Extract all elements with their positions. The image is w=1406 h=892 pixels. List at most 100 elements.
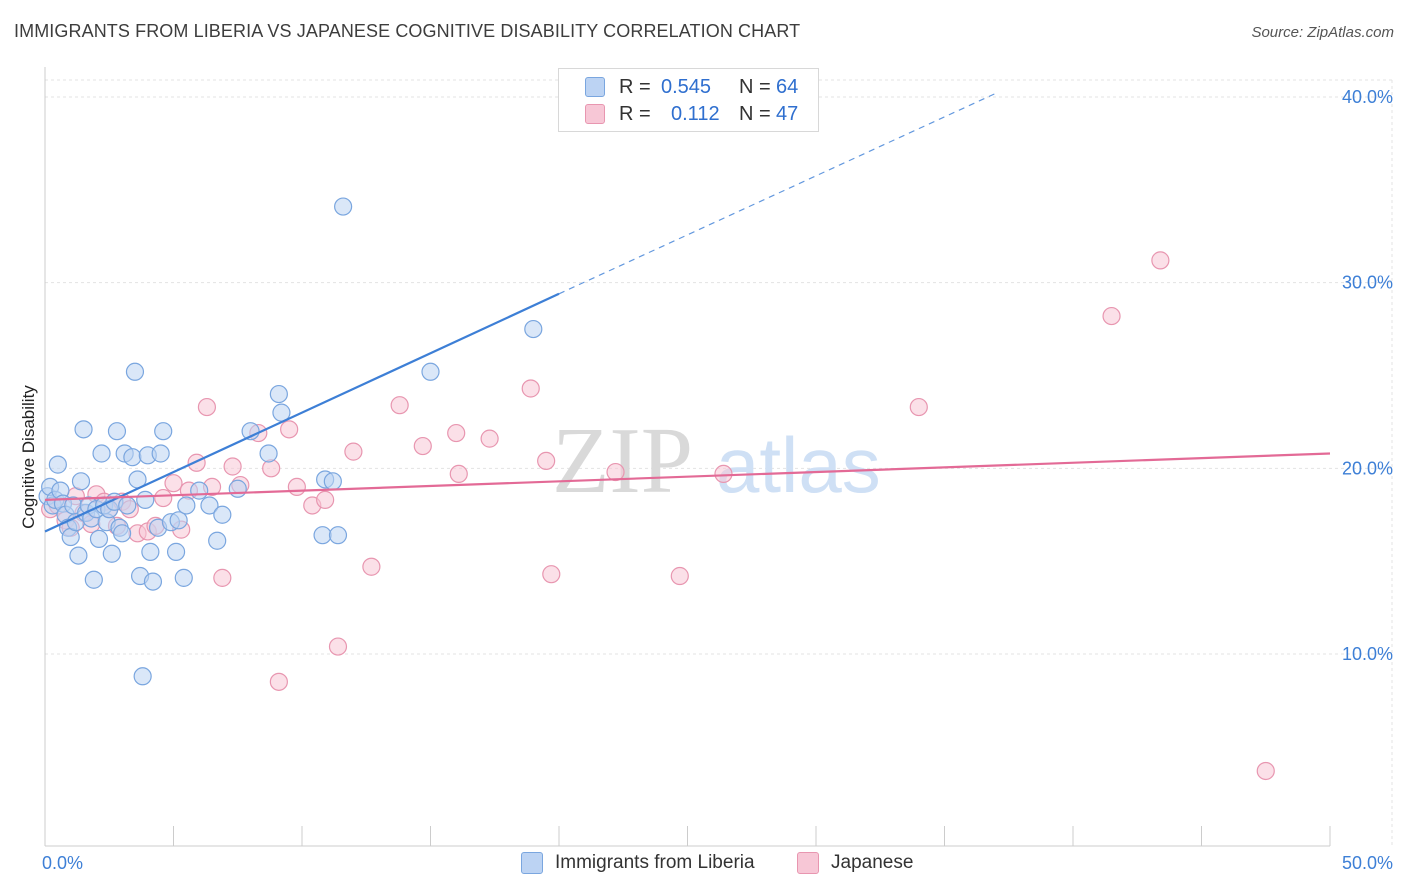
y-tick-label: 30.0% <box>1342 273 1393 293</box>
y-tick-label: 10.0% <box>1342 644 1393 664</box>
japanese-point <box>449 464 468 484</box>
liberia-point <box>421 362 440 381</box>
legend-row-liberia: R = 0.545 N = 64 <box>585 75 798 99</box>
japanese-point <box>670 566 689 586</box>
japanese-point <box>1102 306 1121 326</box>
liberia-point <box>136 490 155 509</box>
axes <box>44 67 1331 847</box>
liberia-point <box>133 667 152 686</box>
japanese-point <box>413 436 432 456</box>
liberia-point <box>125 362 145 381</box>
liberia-point <box>177 496 196 515</box>
liberia-point <box>102 544 121 563</box>
legend-row-japanese: R = 0.112 N = 47 <box>585 102 798 126</box>
japanese-point <box>269 672 288 691</box>
japanese-point <box>280 420 299 439</box>
liberia-point <box>166 542 186 561</box>
japanese-point <box>262 459 281 478</box>
japanese-point <box>164 474 183 493</box>
liberia-point <box>328 526 348 545</box>
legend-n-label: N = <box>739 75 771 98</box>
legend-swatch-blue <box>521 852 543 874</box>
watermark: ZIP atlas <box>552 409 881 513</box>
japanese-point <box>606 462 625 482</box>
liberia-point <box>259 444 278 463</box>
liberia-point <box>213 505 232 524</box>
legend-item-liberia: Immigrants from Liberia <box>521 852 755 874</box>
liberia-point <box>48 455 67 474</box>
legend-swatch-pink <box>797 852 819 874</box>
japanese-point <box>154 488 173 508</box>
liberia-point <box>524 319 543 339</box>
liberia-point <box>112 524 132 543</box>
liberia-point <box>269 384 288 404</box>
series-legend: Immigrants from Liberia Japanese <box>0 852 1406 878</box>
axis-labels: 10.0% 20.0% 30.0% 40.0% 0.0% 50.0% Cognitive D… <box>19 87 1393 873</box>
japanese-point <box>344 442 363 461</box>
liberia-point <box>74 420 93 439</box>
japanese-point <box>1151 251 1170 270</box>
legend-r-value: 0.545 <box>661 75 712 98</box>
series-liberia-points <box>38 197 543 686</box>
liberia-point <box>89 529 109 548</box>
japanese-point <box>542 565 561 584</box>
correlation-legend: R = 0.545 N = 64 R = 0.112 N = 47 <box>558 68 819 132</box>
liberia-point <box>200 496 219 515</box>
chart-title: IMMIGRANTS FROM LIBERIA VS JAPANESE COGN… <box>14 21 801 41</box>
japanese-point <box>390 396 409 415</box>
japanese-point <box>1256 761 1275 781</box>
legend-swatch-blue <box>585 77 605 97</box>
legend-r-label: R = <box>619 75 651 98</box>
legend-item-japanese: Japanese <box>797 852 913 874</box>
liberia-point <box>151 444 170 463</box>
legend-r-value: 0.112 <box>671 102 720 125</box>
liberia-point <box>118 496 137 515</box>
legend-swatch-pink <box>585 104 605 124</box>
legend-r-label: R = <box>619 102 651 125</box>
japanese-trend-line <box>44 452 1331 501</box>
liberia-point <box>141 542 160 561</box>
liberia-point <box>69 546 88 565</box>
japanese-point <box>447 423 466 443</box>
legend-label-japanese: Japanese <box>831 852 914 873</box>
liberia-point <box>154 422 173 441</box>
liberia-point <box>228 479 247 498</box>
liberia-point <box>174 568 193 587</box>
japanese-point <box>362 557 381 576</box>
japanese-point <box>909 397 928 417</box>
japanese-point <box>480 429 499 448</box>
liberia-trend-extension <box>558 92 997 295</box>
japanese-point <box>287 477 306 496</box>
japanese-point <box>328 637 348 656</box>
liberia-point <box>313 526 332 545</box>
japanese-point <box>187 453 206 472</box>
liberia-point <box>334 197 353 216</box>
liberia-point <box>169 511 188 530</box>
liberia-point <box>190 481 209 500</box>
japanese-point <box>537 451 556 471</box>
japanese-point <box>521 379 540 398</box>
liberia-point <box>123 448 142 467</box>
source-label: Source: ZipAtlas.com <box>1251 24 1394 41</box>
legend-label-liberia: Immigrants from Liberia <box>555 852 755 873</box>
liberia-point <box>143 572 163 591</box>
liberia-point <box>107 422 127 441</box>
legend-n-label: N = <box>739 102 771 125</box>
x-tick-label: 0.0% <box>42 853 83 873</box>
liberia-point <box>323 472 342 491</box>
japanese-point <box>714 464 733 484</box>
y-tick-label: 40.0% <box>1342 87 1393 107</box>
liberia-point <box>92 444 111 463</box>
japanese-point <box>197 397 217 417</box>
liberia-point <box>208 531 227 550</box>
japanese-point <box>213 568 232 587</box>
y-tick-label: 20.0% <box>1342 458 1393 478</box>
legend-n-value: 47 <box>776 102 799 125</box>
y-axis-title: Cognitive Disability <box>19 385 38 529</box>
trend-lines <box>44 92 1331 533</box>
watermark-atlas: atlas <box>716 421 881 509</box>
liberia-point <box>71 472 91 491</box>
watermark-zip: ZIP <box>552 409 693 513</box>
japanese-point <box>316 490 335 509</box>
